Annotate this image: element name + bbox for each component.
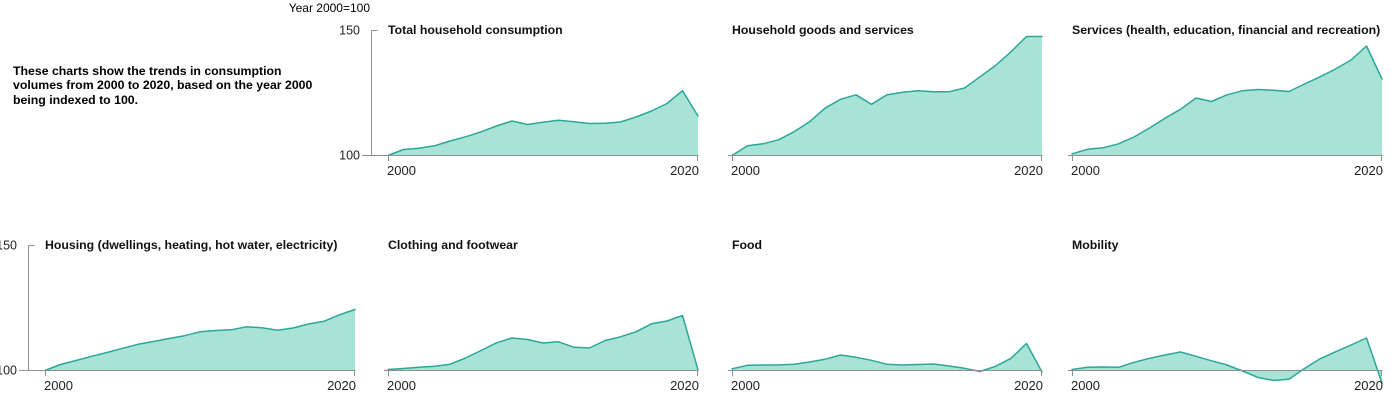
trend-line [1071,45,1383,155]
x-tick-label: 2000 [387,163,416,178]
y-axis-line [19,245,35,371]
intro-text: These charts show the trends in consumpt… [13,64,313,107]
chart-title: Clothing and footwear [388,238,518,252]
y-tick-label: 100 [339,149,360,163]
total-household-consumption-chart: Total household consumption 150 100 2000 202… [328,0,708,195]
x-axis-line [728,370,1043,376]
y-axis-line [362,30,378,156]
y-tick-label: 100 [0,364,17,378]
trend-line [387,314,699,371]
area-fill [1072,46,1382,156]
x-tick-label: 2020 [1354,378,1383,393]
x-axis-line [384,370,699,376]
area-plot: 150 100 2000 2020 [0,239,356,394]
area-plot: 2000 2020 [728,35,1043,178]
x-tick-label: 2020 [327,378,356,393]
area-fill [388,90,698,156]
x-axis-line [728,155,1043,161]
chart-title: Food [732,238,763,252]
chart-title: Services (health, education, financial a… [1072,23,1381,37]
x-axis-line [1068,155,1383,161]
housing-dwellings-heating-hot-water-electricity-chart: Housing (dwellings, heating, hot water, … [0,215,365,410]
y-axis-unit-label: Year 2000=100 [288,1,370,15]
area-plot: 2000 2020 [384,314,699,393]
chart-title: Household goods and services [732,23,914,37]
trend-line [731,35,1043,157]
area-fill [732,343,1042,372]
x-tick-label: 2020 [1354,163,1383,178]
x-tick-label: 2020 [670,163,699,178]
services-health-education-financial-and-recreation-chart: Services (health, education, financial a… [1012,0,1392,195]
food-chart: Food 2000 2020 [672,215,1052,410]
chart-title: Total household consumption [388,23,563,37]
x-axis-line [371,155,699,161]
clothing-and-footwear-chart: Clothing and footwear 2000 2020 [328,215,708,410]
trend-line [387,89,699,157]
area-fill [1072,338,1382,383]
x-tick-label: 2020 [670,378,699,393]
area-plot: 2000 2020 [728,342,1043,393]
area-fill [732,36,1042,156]
area-fill [45,309,355,371]
x-axis-line [28,370,356,376]
chart-title: Housing (dwellings, heating, hot water, … [45,238,338,252]
y-tick-label: 150 [339,24,360,38]
area-plot: 2000 2020 [1068,45,1383,178]
x-tick-label: 2020 [1014,378,1043,393]
trend-line [44,308,356,372]
x-axis-line [1068,370,1383,376]
consumption-trends-dashboard: These charts show the trends in consumpt… [0,0,1392,393]
x-tick-label: 2000 [731,378,760,393]
y-tick-label: 150 [0,239,17,253]
trend-line [1071,337,1383,384]
household-goods-and-services-chart: Household goods and services 2000 2020 [672,0,1052,195]
chart-title: Mobility [1072,238,1119,252]
mobility-chart: Mobility 2000 2020 [1012,215,1392,410]
area-plot: 150 100 2000 2020 [339,24,699,179]
trend-line [731,342,1043,373]
area-plot: 2000 2020 [1068,337,1383,393]
x-tick-label: 2000 [731,163,760,178]
x-tick-label: 2020 [1014,163,1043,178]
x-tick-label: 2000 [44,378,73,393]
x-tick-label: 2000 [1071,163,1100,178]
x-tick-label: 2000 [1071,378,1100,393]
x-tick-label: 2000 [387,378,416,393]
